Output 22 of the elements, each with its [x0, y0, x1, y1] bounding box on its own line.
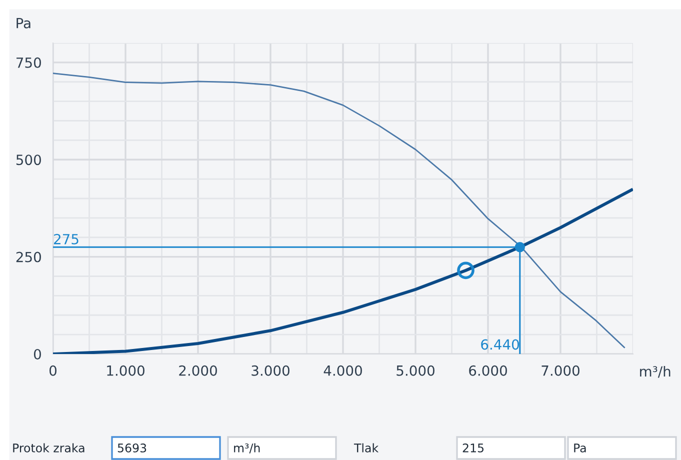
- x-tick-label: 0: [49, 365, 56, 376]
- ref-line-label: 6.440: [481, 339, 519, 350]
- y-tick-label: 500: [16, 154, 41, 166]
- y-tick-label: 250: [16, 252, 41, 262]
- x-tick-label: 3.000: [252, 365, 290, 376]
- x-tick-label: 4.000: [324, 365, 362, 376]
- x-axis-title: m³/h: [640, 366, 670, 378]
- text: m³/h: [234, 443, 260, 454]
- text: Tlak: [354, 443, 379, 452]
- y-axis-title: Pa: [16, 18, 30, 28]
- y-tick-label: 750: [16, 57, 41, 68]
- y-tick-label: 0: [34, 348, 41, 360]
- x-tick-label: 6.000: [469, 365, 507, 376]
- text: Pa: [574, 444, 586, 452]
- x-tick-label: 1.000: [107, 365, 144, 376]
- text: Protok zraka: [13, 443, 84, 452]
- x-tick-label: 5.000: [396, 365, 434, 376]
- ref-line-label: 275: [54, 234, 78, 244]
- text: 215: [462, 443, 484, 452]
- x-tick-label: 2.000: [179, 365, 217, 376]
- x-tick-label: 7.000: [542, 365, 580, 376]
- text: 5693: [118, 443, 146, 452]
